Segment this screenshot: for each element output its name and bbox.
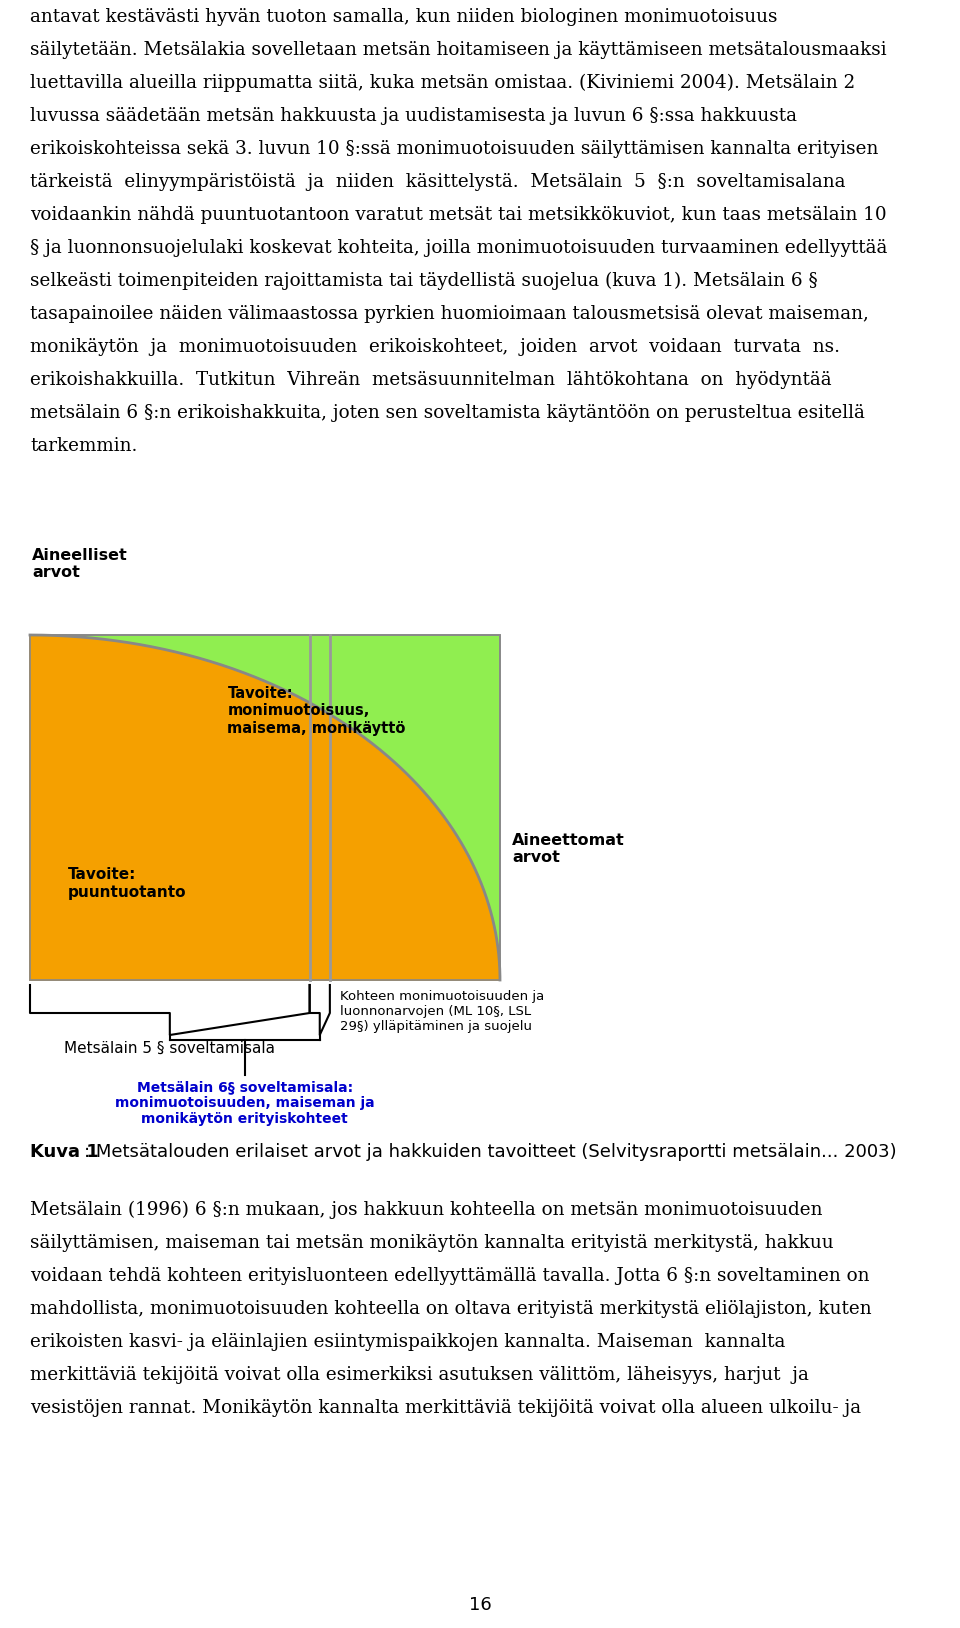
Text: : Metsätalouden erilaiset arvot ja hakkuiden tavoitteet (Selvitysraportti metsäl: : Metsätalouden erilaiset arvot ja hakku…	[84, 1143, 897, 1161]
Text: 16: 16	[468, 1595, 492, 1613]
Text: säilytetään. Metsälakia sovelletaan metsän hoitamiseen ja käyttämiseen metsätalo: säilytetään. Metsälakia sovelletaan mets…	[30, 41, 887, 59]
Text: luettavilla alueilla riippumatta siitä, kuka metsän omistaa. (Kiviniemi 2004). M: luettavilla alueilla riippumatta siitä, …	[30, 73, 855, 93]
Text: Metsälain 6§ soveltamisala:
monimuotoisuuden, maiseman ja
monikäytön erityiskoht: Metsälain 6§ soveltamisala: monimuotoisu…	[115, 1079, 374, 1127]
Text: tarkemmin.: tarkemmin.	[30, 436, 137, 454]
Text: Metsälain (1996) 6 §:n mukaan, jos hakkuun kohteella on metsän monimuotoisuuden: Metsälain (1996) 6 §:n mukaan, jos hakku…	[30, 1201, 823, 1219]
Text: säilyttämisen, maiseman tai metsän monikäytön kannalta erityistä merkitystä, hak: säilyttämisen, maiseman tai metsän monik…	[30, 1234, 833, 1252]
Text: tärkeistä  elinyympäristöistä  ja  niiden  käsittelystä.  Metsälain  5  §:n  sov: tärkeistä elinyympäristöistä ja niiden k…	[30, 173, 846, 190]
Text: erikoishakkuilla.  Tutkitun  Vihreän  metsäsuunnitelman  lähtökohtana  on  hyödy: erikoishakkuilla. Tutkitun Vihreän metsä…	[30, 371, 831, 389]
Text: Tavoite:
monimuotoisuus,
maisema, monikäyttö: Tavoite: monimuotoisuus, maisema, monikä…	[228, 685, 406, 736]
Text: voidaankin nähdä puuntuotantoon varatut metsät tai metsikkökuviot, kun taas mets: voidaankin nähdä puuntuotantoon varatut …	[30, 207, 887, 225]
Text: merkittäviä tekijöitä voivat olla esimerkiksi asutuksen välittöm, läheisyys, har: merkittäviä tekijöitä voivat olla esimer…	[30, 1366, 809, 1384]
Text: voidaan tehdä kohteen erityisluonteen edellyyttämällä tavalla. Jotta 6 §:n sovel: voidaan tehdä kohteen erityisluonteen ed…	[30, 1267, 870, 1284]
Text: selkeästi toimenpiteiden rajoittamista tai täydellistä suojelua (kuva 1). Metsäl: selkeästi toimenpiteiden rajoittamista t…	[30, 272, 818, 290]
Text: tasapainoilee näiden välimaastossa pyrkien huomioimaan talousmetsisä olevat mais: tasapainoilee näiden välimaastossa pyrki…	[30, 304, 869, 322]
Text: Tavoite:
puuntuotanto: Tavoite: puuntuotanto	[67, 868, 186, 900]
Text: metsälain 6 §:n erikoishakkuita, joten sen soveltamista käytäntöön on perusteltu: metsälain 6 §:n erikoishakkuita, joten s…	[30, 404, 865, 422]
Text: Kohteen monimuotoisuuden ja
luonnonarvojen (ML 10§, LSL
29§) ylläpitäminen ja su: Kohteen monimuotoisuuden ja luonnonarvoj…	[340, 990, 544, 1034]
Text: antavat kestävästi hyvän tuoton samalla, kun niiden biologinen monimuotoisuus: antavat kestävästi hyvän tuoton samalla,…	[30, 8, 778, 26]
Text: Kuva 1: Kuva 1	[30, 1143, 99, 1161]
Text: monikäytön  ja  monimuotoisuuden  erikoiskohteet,  joiden  arvot  voidaan  turva: monikäytön ja monimuotoisuuden erikoisko…	[30, 339, 840, 357]
Polygon shape	[30, 635, 500, 980]
Text: Aineelliset
arvot: Aineelliset arvot	[32, 547, 128, 580]
Text: erikoisten kasvi- ja eläinlajien esiintymispaikkojen kannalta. Maiseman  kannalt: erikoisten kasvi- ja eläinlajien esiinty…	[30, 1333, 785, 1351]
Text: vesistöjen rannat. Monikäytön kannalta merkittäviä tekijöitä voivat olla alueen : vesistöjen rannat. Monikäytön kannalta m…	[30, 1398, 861, 1416]
Bar	[30, 635, 500, 980]
Text: § ja luonnonsuojelulaki koskevat kohteita, joilla monimuotoisuuden turvaaminen e: § ja luonnonsuojelulaki koskevat kohteit…	[30, 239, 887, 257]
Text: Metsälain 5 § soveltamisala: Metsälain 5 § soveltamisala	[64, 1040, 276, 1057]
Text: mahdollista, monimuotoisuuden kohteella on oltava erityistä merkitystä eliölajis: mahdollista, monimuotoisuuden kohteella …	[30, 1301, 872, 1319]
Text: luvussa säädetään metsän hakkuusta ja uudistamisesta ja luvun 6 §:ssa hakkuusta: luvussa säädetään metsän hakkuusta ja uu…	[30, 107, 797, 125]
Text: Aineettomat
arvot: Aineettomat arvot	[512, 832, 625, 864]
Text: erikoiskohteissa sekä 3. luvun 10 §:ssä monimuotoisuuden säilyttämisen kannalta : erikoiskohteissa sekä 3. luvun 10 §:ssä …	[30, 140, 878, 158]
Bar	[30, 635, 500, 980]
